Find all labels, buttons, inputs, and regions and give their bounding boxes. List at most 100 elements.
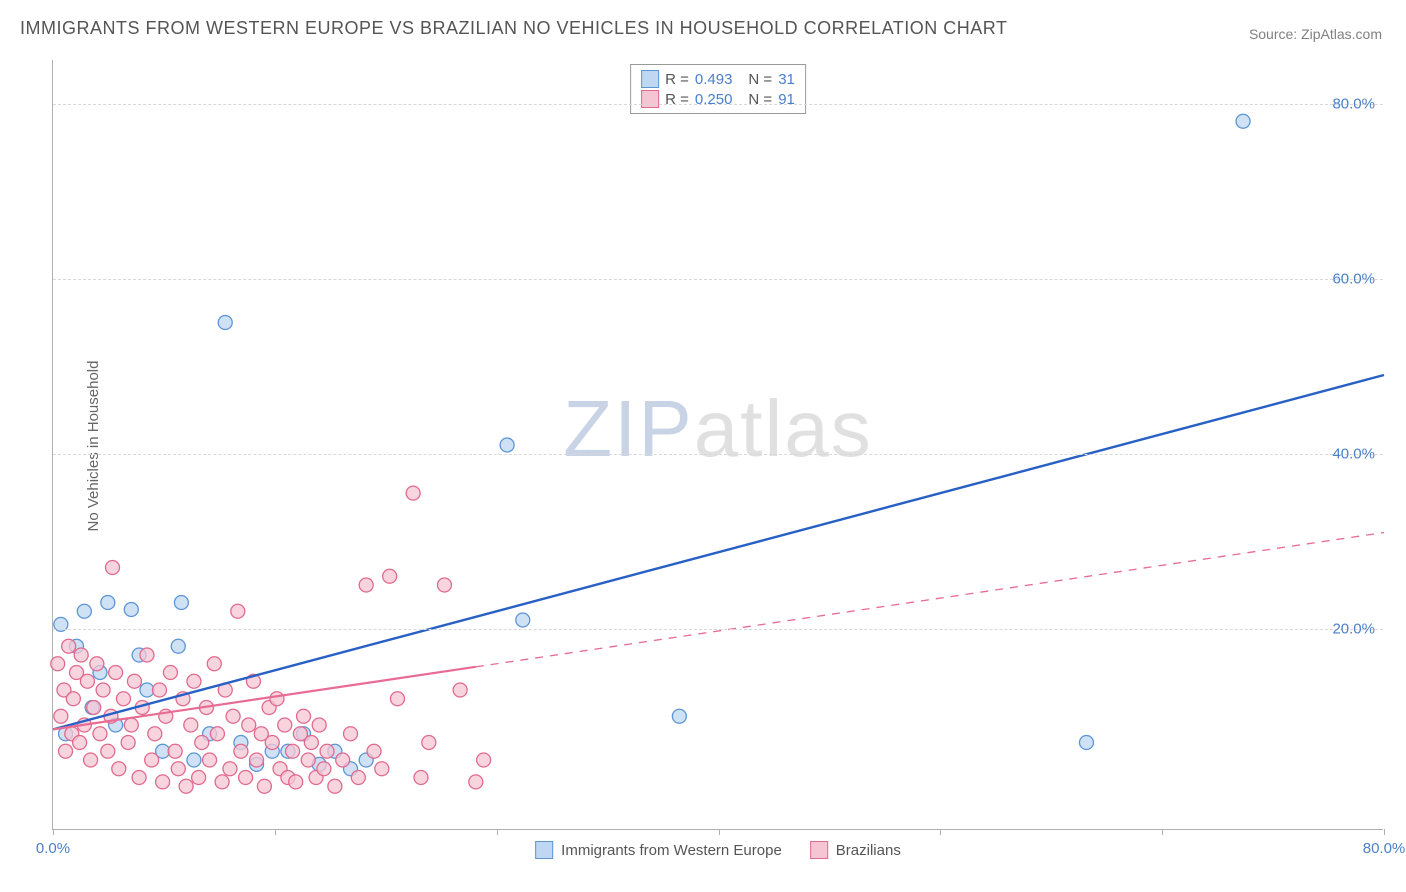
scatter-point — [156, 775, 170, 789]
scatter-point — [80, 674, 94, 688]
scatter-point — [367, 744, 381, 758]
scatter-point — [96, 683, 110, 697]
scatter-point — [453, 683, 467, 697]
scatter-point — [437, 578, 451, 592]
x-tick-label: 0.0% — [36, 840, 70, 857]
scatter-point — [109, 666, 123, 680]
scatter-point — [66, 692, 80, 706]
scatter-point — [469, 775, 483, 789]
y-tick-label: 60.0% — [1332, 270, 1375, 287]
scatter-point — [406, 486, 420, 500]
x-tick — [53, 829, 54, 835]
scatter-point — [344, 727, 358, 741]
plot-area: ZIPatlas R = 0.493 N = 31 R = 0.250 N = … — [52, 60, 1383, 830]
scatter-point — [422, 736, 436, 750]
scatter-point — [223, 762, 237, 776]
scatter-point — [179, 779, 193, 793]
scatter-point — [140, 648, 154, 662]
scatter-point — [77, 604, 91, 618]
scatter-point — [101, 744, 115, 758]
scatter-point — [250, 753, 264, 767]
scatter-point — [301, 753, 315, 767]
series-legend: Immigrants from Western Europe Brazilian… — [535, 841, 901, 859]
scatter-point — [174, 596, 188, 610]
scatter-point — [516, 613, 530, 627]
scatter-point — [51, 657, 65, 671]
scatter-point — [192, 771, 206, 785]
x-tick — [719, 829, 720, 835]
scatter-point — [54, 709, 68, 723]
legend-label-1: Immigrants from Western Europe — [561, 842, 782, 859]
y-tick-label: 20.0% — [1332, 620, 1375, 637]
scatter-point — [116, 692, 130, 706]
scatter-point — [210, 727, 224, 741]
scatter-point — [320, 744, 334, 758]
scatter-point — [187, 753, 201, 767]
scatter-point — [1236, 114, 1250, 128]
scatter-point — [289, 775, 303, 789]
regression-line-dashed — [476, 533, 1384, 667]
scatter-point — [672, 709, 686, 723]
scatter-point — [375, 762, 389, 776]
scatter-point — [215, 775, 229, 789]
scatter-point — [351, 771, 365, 785]
scatter-point — [270, 692, 284, 706]
scatter-point — [1079, 736, 1093, 750]
scatter-point — [304, 736, 318, 750]
scatter-point — [59, 744, 73, 758]
scatter-point — [500, 438, 514, 452]
scatter-point — [152, 683, 166, 697]
scatter-point — [74, 648, 88, 662]
scatter-point — [231, 604, 245, 618]
x-tick — [275, 829, 276, 835]
scatter-point — [207, 657, 221, 671]
scatter-point — [184, 718, 198, 732]
scatter-point — [286, 744, 300, 758]
scatter-point — [148, 727, 162, 741]
scatter-point — [312, 718, 326, 732]
legend-swatch-bottom-1 — [535, 841, 553, 859]
scatter-point — [112, 762, 126, 776]
scatter-point — [336, 753, 350, 767]
scatter-point — [62, 639, 76, 653]
scatter-point — [257, 779, 271, 793]
scatter-point — [218, 316, 232, 330]
scatter-point — [195, 736, 209, 750]
x-tick — [1384, 829, 1385, 835]
x-tick-label: 80.0% — [1363, 840, 1406, 857]
scatter-point — [278, 718, 292, 732]
scatter-point — [171, 639, 185, 653]
scatter-point — [124, 718, 138, 732]
scatter-point — [87, 701, 101, 715]
scatter-point — [414, 771, 428, 785]
scatter-point — [328, 779, 342, 793]
legend-item-1: Immigrants from Western Europe — [535, 841, 782, 859]
regression-line — [53, 375, 1384, 729]
scatter-point — [265, 736, 279, 750]
scatter-point — [390, 692, 404, 706]
legend-item-2: Brazilians — [810, 841, 901, 859]
scatter-point — [234, 744, 248, 758]
x-tick — [940, 829, 941, 835]
scatter-point — [226, 709, 240, 723]
gridline-h — [53, 279, 1383, 280]
scatter-point — [171, 762, 185, 776]
y-tick-label: 80.0% — [1332, 95, 1375, 112]
scatter-point — [297, 709, 311, 723]
x-tick — [497, 829, 498, 835]
scatter-point — [101, 596, 115, 610]
x-tick — [1162, 829, 1163, 835]
scatter-point — [127, 674, 141, 688]
scatter-point — [73, 736, 87, 750]
gridline-h — [53, 104, 1383, 105]
scatter-point — [106, 561, 120, 575]
scatter-point — [121, 736, 135, 750]
scatter-point — [477, 753, 491, 767]
gridline-h — [53, 454, 1383, 455]
scatter-point — [383, 569, 397, 583]
scatter-point — [90, 657, 104, 671]
chart-svg — [53, 60, 1383, 829]
legend-swatch-bottom-2 — [810, 841, 828, 859]
scatter-point — [84, 753, 98, 767]
y-tick-label: 40.0% — [1332, 445, 1375, 462]
